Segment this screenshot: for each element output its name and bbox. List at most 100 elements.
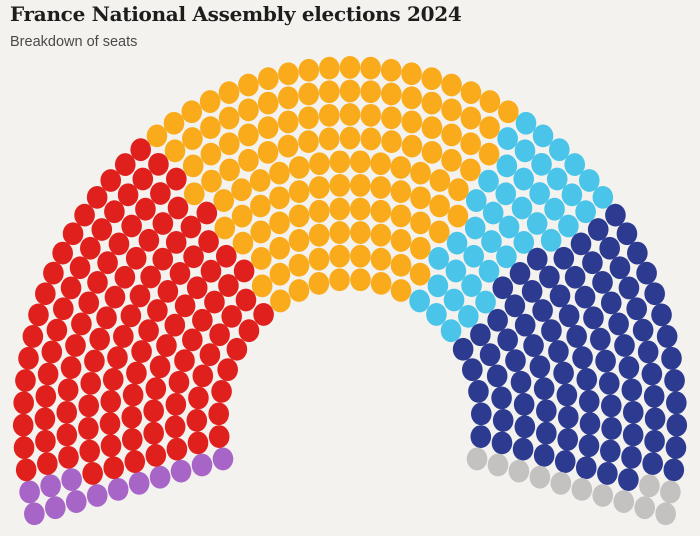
seat-dot-dark-blue [497, 328, 518, 352]
seat-dot-dark-blue [491, 386, 512, 410]
seat-dot-dark-blue [536, 399, 557, 423]
seat-dot-amber [329, 150, 351, 174]
seat-dot-dark-blue [566, 325, 587, 348]
seat-dot-light-blue [546, 167, 568, 191]
seat-dot-dark-blue [614, 334, 635, 357]
seat-dot-dark-blue [666, 391, 687, 415]
seat-dot-amber [309, 176, 330, 199]
seat-dot-light-blue [558, 214, 579, 238]
seat-dot-dark-blue [600, 291, 622, 315]
seat-dot-dark-blue [621, 445, 642, 469]
seat-dot-amber [250, 194, 271, 218]
seat-dot-dark-blue [644, 429, 665, 453]
seat-dot-amber [308, 271, 330, 295]
seat-dot-dark-blue [541, 319, 562, 343]
seat-dot-dark-blue [632, 318, 654, 342]
seat-dot-amber [381, 130, 402, 154]
seat-dot-red [165, 231, 187, 254]
seat-dot-dark-blue [643, 384, 665, 408]
seat-dot-dark-blue [557, 428, 579, 451]
seat-dot-dark-blue [532, 299, 553, 322]
seat-dot-red [84, 349, 105, 373]
seat-dot-light-blue [526, 212, 548, 235]
seat-dot-light-blue [513, 167, 534, 191]
seat-dot-red [135, 197, 156, 221]
seat-dot-amber [250, 247, 272, 270]
seat-dot-amber [370, 152, 391, 176]
seat-dot-amber [182, 127, 203, 150]
seat-dot-light-blue [458, 304, 479, 328]
seat-dot-amber [429, 194, 450, 218]
seat-dot-grey [529, 465, 551, 489]
seat-dot-dark-blue [661, 346, 682, 370]
seat-dot-light-blue [496, 154, 518, 178]
seat-dot-red [150, 182, 171, 205]
seat-dot-amber [181, 100, 203, 124]
seat-dot-amber [497, 100, 519, 124]
seat-dot-red [235, 288, 257, 312]
seat-dot-amber [163, 111, 185, 135]
seat-dot-light-blue [443, 288, 465, 312]
seat-dot-dark-blue [462, 358, 483, 382]
seat-dot-red [58, 445, 79, 469]
seat-dot-red [208, 425, 230, 448]
seat-dot-amber [360, 127, 382, 151]
seat-dot-amber [370, 176, 391, 199]
seat-dot-red [192, 364, 214, 388]
seat-dot-grey [508, 459, 530, 483]
seat-dot-light-blue [463, 244, 485, 268]
seat-dot-red [60, 356, 82, 379]
seat-dot-amber [381, 106, 402, 130]
seat-dot-red [103, 456, 125, 480]
seat-dot-amber [200, 142, 222, 166]
seat-dot-amber [319, 56, 340, 80]
seat-dot-red [124, 450, 146, 473]
seat-dot-red [200, 259, 222, 283]
seat-dot-dark-blue [554, 450, 576, 473]
seat-dot-light-blue [532, 124, 554, 148]
seat-dot-amber [199, 90, 221, 113]
seat-dot-red [71, 312, 92, 336]
seat-dot-amber [441, 123, 462, 147]
seat-dot-amber [360, 56, 381, 80]
seat-dot-red [43, 261, 64, 285]
seat-dot-red [149, 355, 171, 379]
seat-dot-dark-blue [595, 349, 616, 373]
seat-dot-purple [40, 474, 61, 498]
chart-subtitle: Breakdown of seats [10, 34, 138, 50]
seat-dot-amber [257, 91, 279, 115]
seat-dot-dark-blue [651, 303, 672, 327]
seat-dot-dark-blue [523, 334, 544, 357]
seat-dot-red [107, 346, 128, 370]
seat-dot-dark-blue [492, 276, 514, 300]
seat-dot-amber [298, 82, 320, 106]
seat-dot-dark-blue [587, 218, 609, 241]
seat-dot-light-blue [428, 247, 450, 270]
seat-dot-dark-blue [470, 425, 492, 448]
seat-dot-dark-blue [505, 349, 526, 373]
seat-dot-dark-blue [549, 284, 571, 308]
seat-dot-red [78, 291, 100, 315]
seat-dot-amber [460, 106, 482, 130]
seat-dot-red [167, 196, 189, 220]
seat-dot-red [34, 407, 56, 431]
seat-dot-amber [238, 123, 259, 147]
seat-dot-light-blue [478, 259, 500, 283]
seat-dot-dark-blue [641, 362, 663, 386]
seat-dot-red [226, 337, 248, 361]
seat-dot-amber [390, 253, 412, 277]
seat-dot-amber [298, 58, 320, 82]
seat-dot-dark-blue [504, 294, 526, 318]
seat-dot-red [120, 304, 142, 328]
seat-dot-dark-blue [492, 408, 514, 432]
seat-dot-amber [410, 236, 431, 260]
seat-dot-grey [613, 490, 635, 513]
seat-dot-grey [571, 478, 593, 501]
seat-dot-amber [269, 262, 291, 286]
seat-dot-red [121, 405, 143, 429]
seat-dot-dark-blue [590, 327, 611, 351]
seat-dot-red [99, 412, 121, 435]
seat-dot-red [28, 303, 49, 327]
seat-dot-amber [390, 180, 412, 204]
seat-dot-light-blue [465, 189, 487, 212]
